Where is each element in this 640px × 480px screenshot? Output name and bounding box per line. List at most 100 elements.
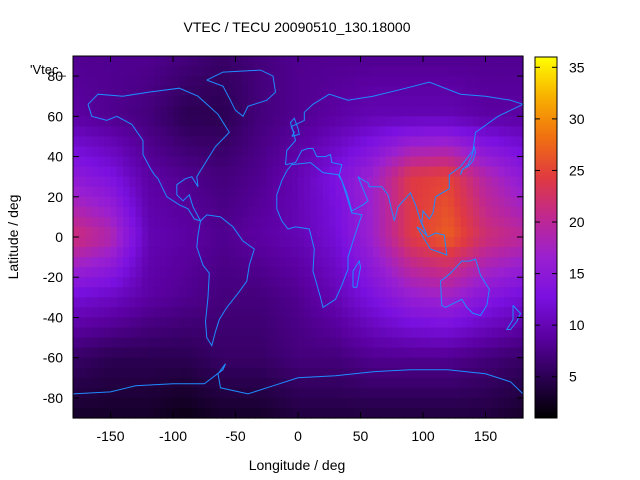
- heatmap-cell: [304, 176, 312, 188]
- heatmap-cell: [466, 186, 474, 198]
- heatmap-cell: [298, 247, 305, 258]
- heatmap-cell: [410, 106, 418, 117]
- heatmap-cell: [85, 377, 93, 389]
- heatmap-cell: [160, 287, 168, 298]
- heatmap-cell: [179, 357, 187, 369]
- heatmap-cell: [385, 297, 393, 308]
- heatmap-cell: [273, 297, 280, 308]
- heatmap-cell: [454, 126, 462, 138]
- heatmap-cell: [291, 357, 299, 369]
- heatmap-cell: [216, 96, 224, 107]
- heatmap-cell: [385, 116, 393, 127]
- heatmap-cell: [435, 186, 443, 198]
- heatmap-cell: [335, 257, 343, 268]
- heatmap-cell: [423, 297, 430, 308]
- heatmap-cell: [385, 216, 393, 228]
- heatmap-cell: [460, 206, 468, 218]
- heatmap-cell: [91, 166, 99, 178]
- heatmap-cell: [441, 397, 449, 409]
- heatmap-cell: [491, 206, 499, 218]
- heatmap-cell: [98, 307, 105, 319]
- heatmap-cell: [379, 267, 387, 278]
- heatmap-cell: [79, 247, 87, 258]
- heatmap-cell: [491, 347, 499, 359]
- heatmap-cell: [354, 247, 362, 258]
- heatmap-cell: [498, 156, 505, 168]
- heatmap-cell: [235, 156, 243, 168]
- heatmap-cell: [473, 56, 480, 67]
- heatmap-cell: [379, 277, 387, 288]
- heatmap-cell: [198, 106, 205, 117]
- heatmap-cell: [216, 126, 224, 138]
- heatmap-cell: [479, 337, 487, 349]
- heatmap-cell: [129, 367, 137, 379]
- heatmap-cell: [448, 196, 455, 208]
- heatmap-cell: [460, 407, 468, 419]
- heatmap-cell: [123, 387, 130, 399]
- heatmap-cell: [404, 146, 412, 158]
- heatmap-cell: [516, 237, 524, 248]
- heatmap-cell: [473, 76, 480, 87]
- heatmap-cell: [373, 297, 380, 308]
- heatmap-cell: [498, 297, 505, 308]
- heatmap-cell: [466, 257, 474, 268]
- heatmap-cell: [366, 337, 374, 349]
- heatmap-cell: [116, 66, 124, 77]
- heatmap-cell: [310, 76, 318, 87]
- heatmap-cell: [335, 156, 343, 168]
- heatmap-cell: [454, 96, 462, 107]
- heatmap-cell: [323, 267, 330, 278]
- heatmap-cell: [129, 156, 137, 168]
- heatmap-cell: [235, 377, 243, 389]
- heatmap-cell: [260, 237, 268, 248]
- heatmap-cell: [91, 267, 99, 278]
- heatmap-cell: [379, 56, 387, 67]
- heatmap-cell: [148, 116, 155, 127]
- heatmap-cell: [448, 136, 455, 148]
- heatmap-cell: [254, 96, 262, 107]
- heatmap-cell: [141, 186, 149, 198]
- y-tick-label: -60: [43, 350, 63, 366]
- heatmap-cell: [185, 337, 193, 349]
- heatmap-cell: [173, 176, 180, 188]
- heatmap-cell: [229, 216, 237, 228]
- heatmap-cell: [466, 56, 474, 67]
- heatmap-cell: [191, 96, 199, 107]
- heatmap-cell: [398, 237, 405, 248]
- heatmap-cell: [404, 76, 412, 87]
- heatmap-cell: [279, 76, 287, 87]
- heatmap-cell: [429, 287, 437, 298]
- heatmap-cell: [123, 196, 130, 208]
- heatmap-cell: [160, 247, 168, 258]
- heatmap-cell: [273, 397, 280, 409]
- heatmap-cell: [429, 357, 437, 369]
- heatmap-cell: [410, 407, 418, 419]
- heatmap-cell: [179, 317, 187, 329]
- heatmap-cell: [79, 116, 87, 127]
- heatmap-cell: [460, 96, 468, 107]
- heatmap-cell: [379, 156, 387, 168]
- heatmap-cell: [354, 166, 362, 178]
- heatmap-cell: [373, 116, 380, 127]
- heatmap-cell: [104, 186, 112, 198]
- heatmap-cell: [160, 317, 168, 329]
- heatmap-cell: [135, 337, 143, 349]
- heatmap-cell: [504, 317, 512, 329]
- heatmap-cell: [298, 206, 305, 218]
- heatmap-cell: [260, 257, 268, 268]
- heatmap-cell: [341, 116, 349, 127]
- heatmap-cell: [173, 136, 180, 148]
- heatmap-cell: [198, 126, 205, 138]
- heatmap-cell: [385, 317, 393, 329]
- heatmap-cell: [179, 297, 187, 308]
- heatmap-cell: [504, 216, 512, 228]
- heatmap-cell: [410, 136, 418, 148]
- heatmap-cell: [329, 86, 337, 97]
- heatmap-cell: [310, 277, 318, 288]
- x-tick-label: -50: [225, 428, 245, 444]
- heatmap-cell: [385, 347, 393, 359]
- heatmap-cell: [241, 297, 249, 308]
- heatmap-cell: [260, 327, 268, 339]
- heatmap-cell: [235, 367, 243, 379]
- heatmap-cell: [385, 257, 393, 268]
